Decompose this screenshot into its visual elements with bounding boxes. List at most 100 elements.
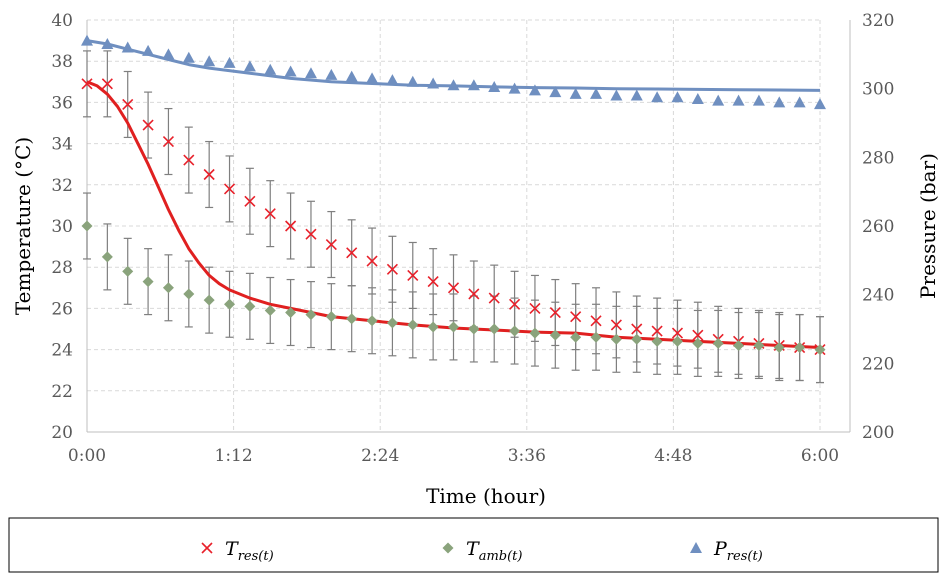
y-axis-title: Temperature (°C) [11, 137, 35, 315]
data-point [346, 247, 358, 259]
data-point [794, 342, 806, 354]
legend-label: Pres(t) [713, 538, 763, 564]
marker-stroke [529, 302, 541, 314]
data-point [753, 339, 765, 351]
data-point [366, 255, 378, 267]
data-point [407, 269, 419, 282]
data-point [467, 79, 480, 91]
data-point [285, 220, 297, 232]
marker-stroke [692, 329, 704, 341]
legend-label: Tres(t) [225, 538, 274, 564]
legend-label-subscript: res(t) [238, 549, 274, 564]
data-point [325, 68, 338, 80]
data-point [223, 56, 236, 68]
y-tick-label: 34 [51, 135, 73, 155]
marker-stroke [285, 220, 297, 232]
y-tick-label: 28 [51, 258, 73, 278]
data-point [101, 38, 114, 50]
data-point [631, 323, 643, 335]
marker-stroke [549, 306, 561, 319]
data-point [244, 300, 256, 312]
data-point [691, 92, 704, 104]
data-point [569, 87, 582, 99]
marker-stroke [81, 78, 93, 90]
model-curve-line [86, 80, 821, 349]
y2-tick-label: 260 [862, 217, 894, 237]
data-point [224, 298, 236, 310]
data-point [264, 63, 277, 75]
marker-stroke [488, 292, 500, 304]
data-point [671, 335, 683, 347]
marker-stroke [162, 135, 175, 148]
data-point [345, 70, 358, 82]
data-point [651, 91, 664, 103]
data-point [203, 294, 215, 306]
data-point [427, 276, 439, 288]
data-point [447, 282, 460, 294]
data-point [81, 220, 93, 232]
data-point [488, 292, 500, 304]
data-point [732, 94, 745, 106]
data-point [304, 67, 317, 79]
data-point [346, 313, 358, 325]
data-point [285, 307, 297, 319]
data-point [264, 304, 276, 316]
marker-stroke [244, 195, 256, 207]
data-point [570, 331, 582, 343]
y2-axis-title: Pressure (bar) [916, 153, 940, 299]
data-point [773, 342, 785, 354]
marker-stroke [346, 247, 358, 259]
data-point [529, 302, 541, 314]
data-point [814, 98, 826, 110]
data-point [203, 168, 215, 181]
data-point [509, 298, 521, 310]
data-point [488, 323, 500, 335]
legend-marker [442, 542, 454, 554]
marker-stroke [610, 319, 622, 331]
y-tick-label: 24 [51, 341, 73, 361]
data-point [162, 282, 174, 294]
data-point [121, 41, 134, 53]
marker-stroke [590, 315, 602, 327]
data-point [712, 337, 724, 349]
x-tick-label: 4:48 [654, 446, 692, 466]
data-point [427, 77, 440, 89]
legend-label-subscript: res(t) [727, 549, 763, 564]
data-point [692, 337, 704, 349]
data-point [284, 65, 297, 77]
data-markers [81, 34, 826, 356]
marker-stroke [509, 298, 521, 310]
data-point [752, 94, 765, 106]
legend-label: Tamb(t) [466, 538, 522, 564]
data-point [81, 34, 93, 46]
data-point [386, 263, 398, 275]
y2-tick-label: 200 [862, 423, 894, 443]
marker-stroke [386, 263, 398, 275]
y-tick-label: 36 [51, 93, 73, 113]
legend-label-main: T [466, 538, 480, 560]
data-point [122, 98, 134, 111]
data-point [549, 329, 561, 341]
data-point [122, 265, 134, 277]
marker-stroke [427, 276, 439, 288]
y2-tick-label: 240 [862, 286, 894, 306]
data-point [386, 317, 398, 329]
y2-tick-label: 320 [862, 11, 894, 31]
x-tick-label: 6:00 [801, 446, 839, 466]
data-point [244, 195, 256, 207]
data-point [427, 321, 439, 333]
data-point [712, 94, 725, 106]
data-point [610, 319, 622, 331]
data-point [183, 154, 195, 166]
data-point [142, 119, 154, 131]
data-point [528, 84, 541, 96]
data-point [223, 183, 236, 195]
tick-labels: 20 22 24 26 28 30 32 34 36 38 40 200 220 240 260 280 300… [51, 11, 894, 466]
data-point [243, 60, 256, 72]
marker-stroke [468, 288, 480, 300]
data-point [671, 327, 684, 339]
marker-stroke [203, 168, 215, 181]
data-point [590, 315, 602, 327]
x-tick-label: 2:24 [361, 446, 399, 466]
